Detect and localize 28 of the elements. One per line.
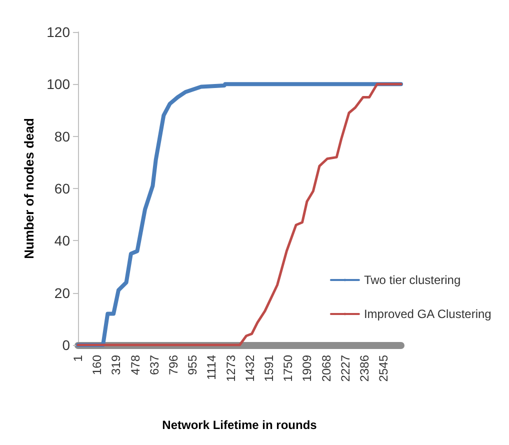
legend-label: Improved GA Clustering [364,307,492,321]
y-tick-label: 120 [46,24,70,40]
legend-label: Two tier clustering [364,273,461,287]
x-tick-label: 1750 [281,354,296,382]
x-tick-label: 2386 [357,354,372,382]
x-tick-label: 160 [90,354,104,376]
x-tick-label: 2227 [338,354,352,382]
x-tick-label: 1432 [242,354,257,382]
y-tick-label: 80 [54,128,70,144]
x-tick-label: 1273 [224,354,238,382]
x-tick-label: 2068 [319,354,334,382]
x-tick-label: 637 [147,354,162,376]
y-tick-label: 60 [54,180,70,196]
x-tick-label: 478 [128,354,142,376]
y-tick-label: 100 [46,76,70,92]
x-tick-label: 1114 [204,354,219,380]
x-tick-label: 319 [109,354,124,376]
y-axis-title: Number of nodes dead [22,118,37,259]
y-tick-label: 20 [54,284,70,301]
x-tick-label: 796 [166,354,180,376]
x-tick-label: 955 [186,354,200,376]
x-tick-label: 1 [71,354,85,362]
x-tick-label: 1591 [262,354,276,382]
x-tick-label: 1909 [300,354,314,382]
x-tick-label: 2545 [376,354,391,382]
y-tick-label: 0 [62,337,70,353]
y-tick-label: 40 [54,232,70,249]
x-axis-title: Network Lifetime in rounds [162,418,318,432]
